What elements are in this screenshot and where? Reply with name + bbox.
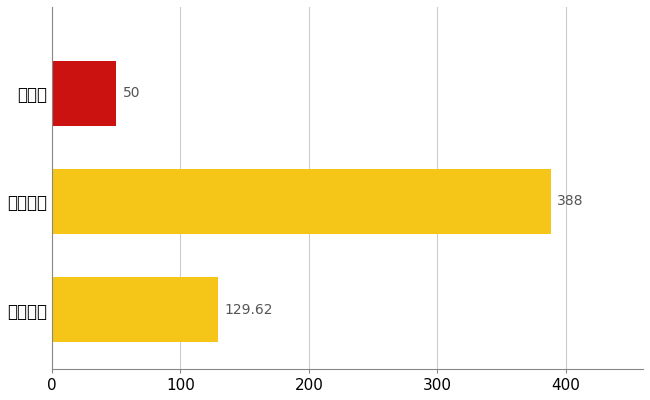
Text: 388: 388: [557, 194, 584, 208]
Bar: [52, 61, 116, 126]
Bar: [52, 277, 218, 342]
Bar: [52, 169, 551, 234]
Text: 129.62: 129.62: [225, 302, 274, 316]
Text: 50: 50: [122, 86, 140, 100]
